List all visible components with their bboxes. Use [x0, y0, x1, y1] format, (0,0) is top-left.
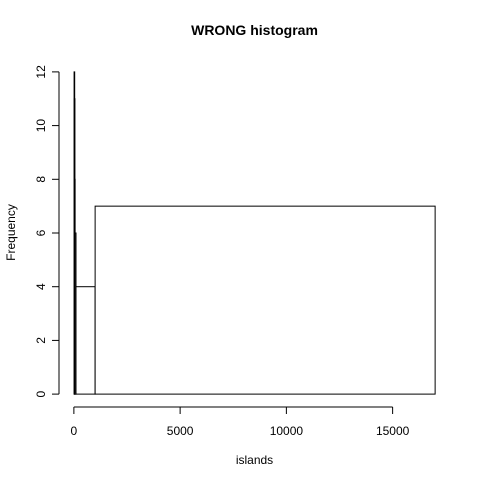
y-tick-label-2: 4 [34, 283, 48, 290]
y-tick-label-6: 12 [34, 65, 48, 79]
y-tick-label-0: 0 [34, 390, 48, 397]
x-tick-label-2: 10000 [270, 424, 304, 438]
x-tick-label-0: 0 [71, 424, 78, 438]
x-axis-label: islands [236, 453, 273, 467]
y-tick-label-1: 2 [34, 337, 48, 344]
histogram-bars [73, 71, 436, 395]
x-axis: 0 5000 10000 15000 [71, 406, 410, 438]
y-tick-label-3: 6 [34, 229, 48, 236]
chart-title: WRONG histogram [191, 22, 318, 38]
x-tick-label-1: 5000 [167, 424, 194, 438]
x-tick-label-3: 15000 [376, 424, 410, 438]
y-tick-label-5: 10 [34, 119, 48, 133]
histogram-bar-4 [75, 286, 96, 395]
histogram-bar-5 [94, 205, 436, 395]
y-axis-label: Frequency [4, 204, 18, 261]
y-tick-label-4: 8 [34, 176, 48, 183]
y-axis: 0 2 4 6 8 10 12 [34, 65, 60, 397]
